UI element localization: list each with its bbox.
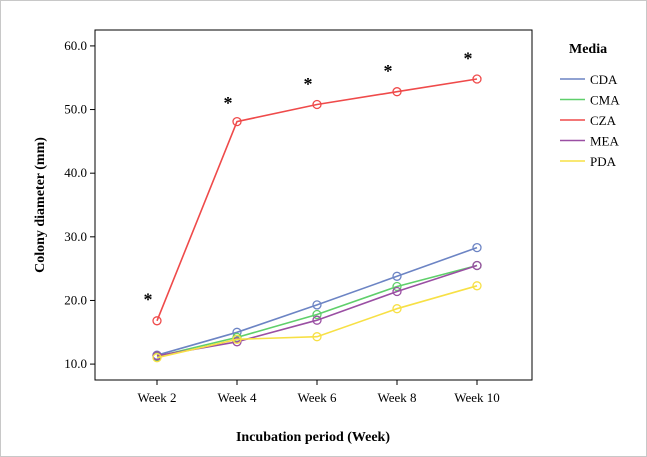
x-tick-label: Week 6	[297, 390, 337, 405]
series-line-cda	[156, 246, 478, 356]
data-point-cda	[472, 242, 482, 253]
series-mea	[152, 260, 482, 361]
significance-marker: *	[304, 74, 313, 94]
data-point-pda	[472, 281, 482, 291]
data-point-cza	[312, 99, 322, 110]
y-axis: 10.0 20.0 30.0 40.0 50.0 60.0	[64, 38, 95, 371]
data-point-cza	[232, 116, 242, 127]
legend-label-cza: CZA	[590, 113, 617, 128]
y-axis-title: Colony diameter (mm)	[33, 137, 48, 273]
data-point-pda	[152, 353, 162, 363]
significance-annotations: * * * * *	[144, 48, 473, 309]
data-point-mea	[392, 286, 402, 297]
legend-label-cma: CMA	[590, 93, 620, 108]
x-tick-label: Week 2	[137, 390, 176, 405]
significance-marker: *	[224, 93, 233, 113]
y-tick-label: 20.0	[64, 292, 87, 307]
y-tick-label: 30.0	[64, 229, 87, 244]
series-pda	[152, 281, 482, 363]
significance-marker: *	[144, 290, 153, 310]
y-tick-label: 50.0	[64, 102, 87, 117]
data-point-cza	[472, 74, 482, 84]
series-cda	[152, 242, 482, 360]
series-line-pda	[156, 285, 478, 359]
series-cza	[152, 74, 482, 326]
data-point-mea	[312, 315, 322, 325]
data-point-cza	[392, 87, 402, 97]
data-point-pda	[392, 304, 402, 314]
plot-area	[94, 29, 533, 381]
data-point-mea	[232, 337, 242, 347]
data-point-pda	[232, 334, 242, 344]
series-line-cma	[156, 264, 478, 358]
legend-label-cda: CDA	[590, 72, 618, 87]
data-point-cda	[232, 327, 242, 337]
legend-label-mea: MEA	[590, 134, 620, 149]
x-tick-label: Week 10	[454, 390, 500, 405]
data-point-cda	[312, 300, 322, 310]
x-axis-title: Incubation period (Week)	[236, 430, 390, 445]
data-point-cza	[152, 316, 162, 326]
series-line-mea	[156, 264, 478, 357]
data-point-pda	[312, 332, 322, 342]
significance-marker: *	[464, 48, 473, 68]
legend-label-pda: PDA	[590, 154, 617, 169]
significance-marker: *	[384, 61, 393, 81]
x-tick-label: Week 4	[217, 390, 257, 405]
data-point-cma	[392, 281, 402, 292]
series-group	[152, 74, 482, 363]
x-tick-label: Week 8	[377, 390, 416, 405]
data-point-cda	[392, 271, 402, 281]
series-line-cza	[156, 78, 478, 322]
data-point-cma	[312, 309, 322, 320]
x-axis: Week 2 Week 4 Week 6 Week 8 Week 10	[137, 380, 500, 405]
y-tick-label: 10.0	[64, 356, 87, 371]
y-tick-label: 60.0	[64, 38, 87, 53]
y-tick-label: 40.0	[64, 165, 87, 180]
legend-title: Media	[569, 42, 607, 57]
legend: Media CDA CMA CZA MEA PDA	[560, 42, 620, 169]
data-point-mea	[472, 260, 482, 271]
